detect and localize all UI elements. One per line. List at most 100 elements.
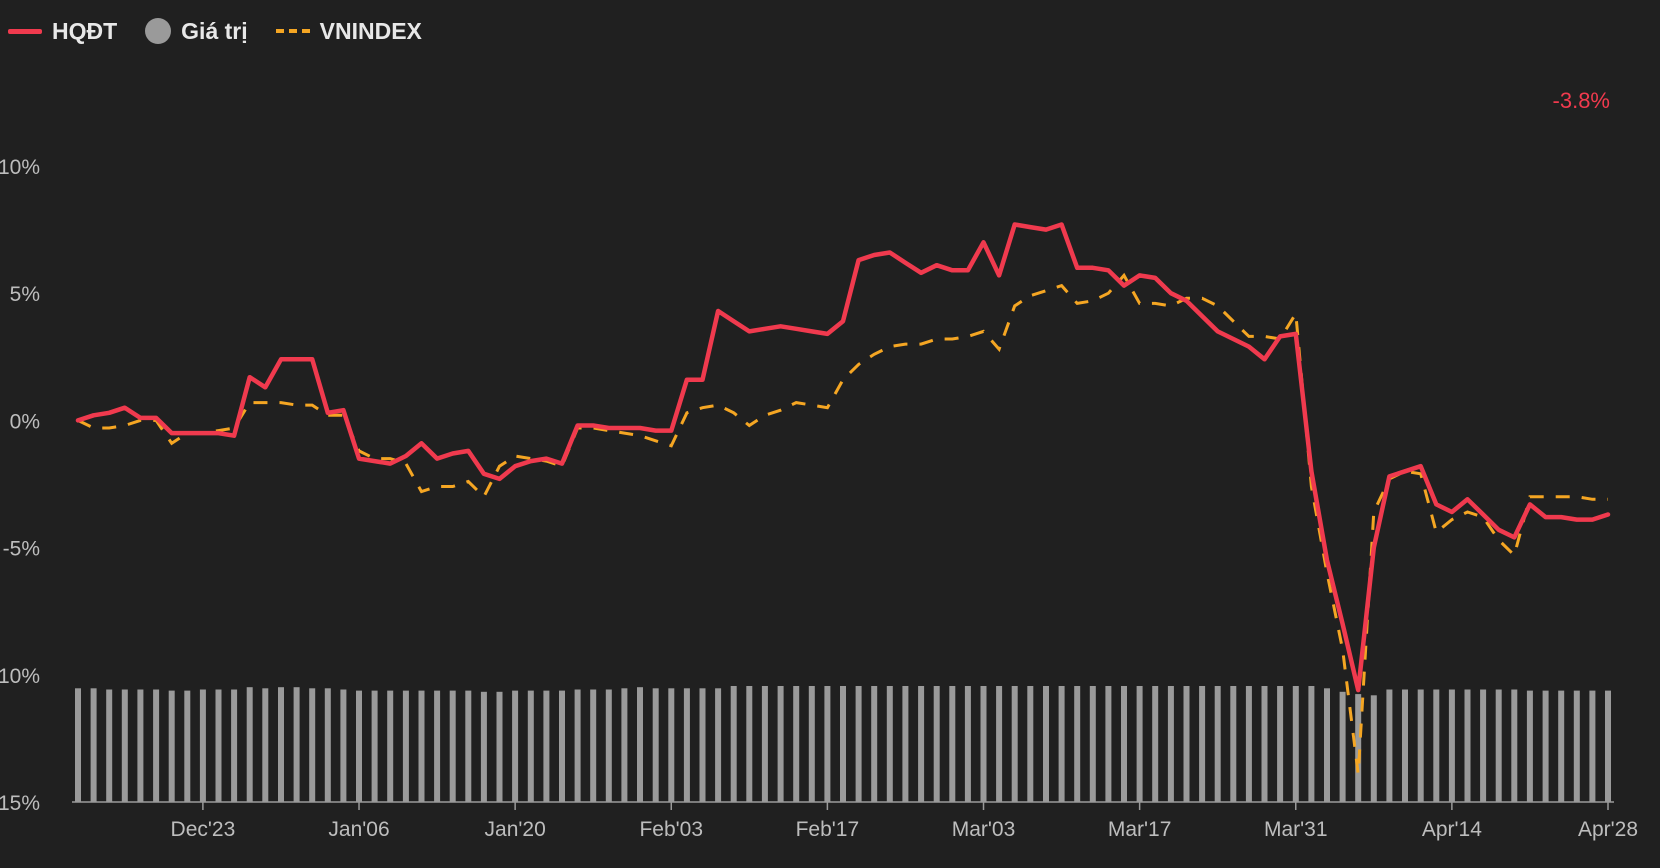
volume-bar bbox=[1058, 686, 1065, 802]
volume-bar bbox=[371, 690, 378, 802]
volume-bar bbox=[1261, 686, 1268, 802]
volume-bar bbox=[1526, 690, 1533, 802]
y-tick-label: 10% bbox=[0, 156, 40, 179]
volume-bar bbox=[1043, 686, 1049, 802]
volume-bar bbox=[1152, 686, 1159, 802]
volume-bar bbox=[340, 689, 347, 802]
volume-bar bbox=[402, 690, 409, 802]
volume-bar bbox=[1089, 686, 1096, 802]
volume-bar bbox=[761, 686, 768, 802]
series-line-vnindex bbox=[77, 272, 1608, 775]
x-tick-label: Mar'31 bbox=[1264, 818, 1328, 841]
volume-bar bbox=[652, 688, 659, 802]
volume-bar bbox=[1167, 686, 1174, 802]
volume-bar bbox=[137, 689, 144, 802]
volume-bar bbox=[1480, 689, 1487, 802]
legend-label-hqdt: HQĐT bbox=[52, 17, 118, 44]
volume-bar bbox=[293, 687, 300, 802]
series-line-hqdt bbox=[75, 222, 1611, 693]
legend-dash-swatch bbox=[275, 29, 310, 33]
volume-bar bbox=[1605, 690, 1611, 802]
volume-bar bbox=[730, 686, 737, 802]
volume-bar bbox=[1308, 686, 1315, 802]
volume-bar bbox=[590, 689, 597, 802]
volume-bar bbox=[1511, 689, 1518, 802]
volume-bar bbox=[543, 690, 550, 802]
volume-bar bbox=[574, 689, 581, 802]
volume-bar bbox=[918, 686, 925, 802]
legend: HQĐT Giá trị VNINDEX bbox=[8, 14, 422, 48]
volume-bar bbox=[605, 689, 612, 802]
volume-bar bbox=[886, 686, 893, 802]
volume-bar bbox=[1136, 686, 1143, 802]
volume-bar bbox=[231, 689, 238, 802]
volume-bar bbox=[1105, 686, 1112, 802]
volume-bar bbox=[1214, 686, 1221, 802]
legend-label-vnindex: VNINDEX bbox=[319, 17, 422, 44]
x-tick-label: Mar'03 bbox=[952, 818, 1016, 841]
legend-item-value[interactable]: Giá trị bbox=[145, 17, 248, 45]
volume-bar bbox=[387, 690, 394, 802]
volume-bar bbox=[527, 690, 534, 802]
volume-bar bbox=[356, 690, 362, 802]
volume-bar bbox=[1199, 686, 1206, 802]
volume-bar bbox=[1573, 690, 1580, 802]
volume-bar bbox=[1542, 690, 1549, 802]
volume-bar bbox=[199, 689, 206, 802]
x-tick-label: Apr'14 bbox=[1422, 818, 1482, 841]
volume-bar bbox=[777, 686, 784, 802]
volume-bar bbox=[559, 690, 565, 802]
x-tick-label: Feb'17 bbox=[796, 818, 860, 841]
legend-label-value: Giá trị bbox=[181, 17, 248, 44]
volume-bar bbox=[434, 690, 441, 802]
volume-bar bbox=[418, 690, 425, 802]
legend-dot-swatch bbox=[145, 18, 172, 44]
y-tick-label: -10% bbox=[0, 665, 40, 688]
volume-bar bbox=[278, 687, 284, 802]
volume-bar bbox=[980, 686, 987, 802]
volume-bar bbox=[75, 688, 81, 802]
volume-bar bbox=[996, 686, 1003, 802]
volume-bar bbox=[1027, 686, 1034, 802]
volume-bar bbox=[1324, 688, 1330, 802]
volume-bar bbox=[793, 686, 800, 802]
legend-item-vnindex[interactable]: VNINDEX bbox=[275, 17, 422, 45]
y-tick-label: -5% bbox=[3, 538, 40, 561]
volume-bar bbox=[480, 691, 487, 802]
volume-bar bbox=[746, 686, 753, 802]
x-axis: Dec'23 Jan'06 Jan'20 Feb'03 Feb'17 Mar'03 Mar'… bbox=[72, 801, 1638, 841]
y-tick-label: 5% bbox=[10, 283, 40, 306]
volume-bar bbox=[933, 686, 940, 802]
volume-bar bbox=[683, 688, 690, 802]
volume-bar bbox=[855, 686, 862, 802]
volume-bar bbox=[449, 690, 456, 802]
volume-bar bbox=[512, 690, 519, 802]
volume-bar bbox=[824, 686, 831, 802]
x-tick-label: Dec'23 bbox=[171, 818, 236, 841]
y-tick-label: 0% bbox=[10, 410, 40, 433]
volume-bar bbox=[1121, 686, 1127, 802]
volume-bars bbox=[75, 686, 1611, 802]
volume-bar bbox=[184, 690, 191, 802]
x-tick-label: Jan'20 bbox=[485, 818, 546, 841]
volume-bar bbox=[262, 688, 269, 802]
volume-bar bbox=[1245, 686, 1252, 802]
volume-bar bbox=[496, 691, 503, 802]
volume-bar bbox=[964, 686, 971, 802]
volume-bar bbox=[324, 688, 331, 802]
volume-bar bbox=[699, 688, 706, 802]
volume-bar bbox=[715, 688, 722, 802]
volume-bar bbox=[1339, 691, 1346, 802]
x-tick-label: Apr'28 bbox=[1578, 818, 1638, 841]
volume-bar bbox=[1448, 689, 1455, 802]
volume-bar bbox=[668, 688, 675, 802]
volume-bar bbox=[90, 688, 97, 802]
volume-bar bbox=[949, 686, 956, 802]
volume-bar bbox=[1355, 694, 1362, 802]
x-tick-label: Feb'03 bbox=[639, 818, 703, 841]
y-tick-label: -15% bbox=[0, 792, 40, 815]
volume-bar bbox=[1292, 686, 1299, 802]
legend-item-hqdt[interactable]: HQĐT bbox=[8, 18, 117, 45]
volume-bar bbox=[1402, 689, 1408, 802]
volume-bar bbox=[621, 688, 628, 802]
